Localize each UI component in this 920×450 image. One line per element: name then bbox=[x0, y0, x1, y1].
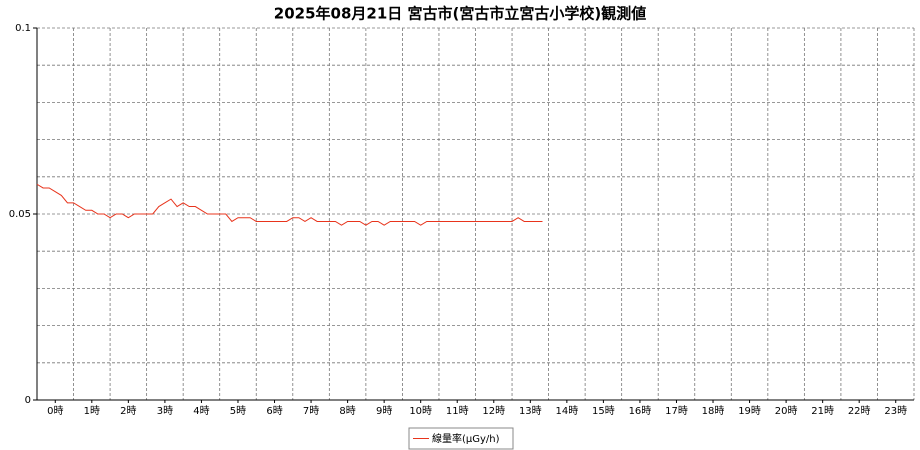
data-line bbox=[36, 183, 543, 226]
x-tick-label: 11時 bbox=[446, 405, 469, 417]
x-tick-label: 20時 bbox=[775, 405, 798, 417]
x-tick-label: 1時 bbox=[84, 405, 100, 417]
x-tick-label: 6時 bbox=[266, 405, 282, 417]
chart-title: 2025年08月21日 宮古市(宮古市立宮古小学校)観測値 bbox=[274, 5, 646, 23]
y-tick-label: 0.1 bbox=[15, 23, 31, 34]
x-tick-label: 3時 bbox=[157, 405, 173, 417]
x-tick-label: 9時 bbox=[376, 405, 392, 417]
legend-box bbox=[408, 427, 514, 450]
x-tick-label: 15時 bbox=[592, 405, 615, 417]
x-tick-label: 17時 bbox=[665, 405, 688, 417]
x-tick-label: 23時 bbox=[884, 405, 907, 417]
x-tick-label: 18時 bbox=[702, 405, 725, 417]
y-tick-label: 0.05 bbox=[9, 209, 31, 220]
x-tick-label: 10時 bbox=[409, 405, 432, 417]
x-tick-label: 22時 bbox=[848, 405, 871, 417]
x-tick-label: 0時 bbox=[47, 405, 63, 417]
legend-label: 線量率(μGy/h) bbox=[432, 432, 500, 445]
x-tick-label: 2時 bbox=[120, 405, 136, 417]
x-tick-label: 19時 bbox=[738, 405, 761, 417]
x-tick-label: 7時 bbox=[303, 405, 319, 417]
x-tick-label: 12時 bbox=[482, 405, 505, 417]
y-tick-label: 0 bbox=[25, 395, 31, 406]
x-tick-label: 21時 bbox=[811, 405, 834, 417]
x-tick-label: 13時 bbox=[519, 405, 542, 417]
x-tick-label: 8時 bbox=[339, 405, 355, 417]
x-tick-label: 5時 bbox=[230, 405, 246, 417]
x-tick-label: 4時 bbox=[193, 405, 209, 417]
x-tick-label: 14時 bbox=[555, 405, 578, 417]
x-tick-label: 16時 bbox=[629, 405, 652, 417]
